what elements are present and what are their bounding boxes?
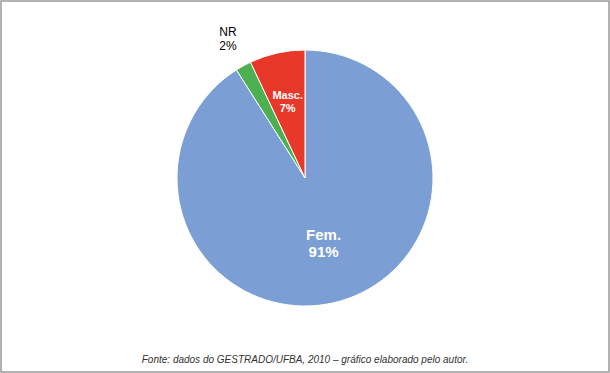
wedge xyxy=(177,50,433,306)
slice-value: 2% xyxy=(219,39,237,53)
slice-value: 7% xyxy=(280,102,296,114)
slice-category: Masc. xyxy=(272,89,303,101)
slice-label: NR2% xyxy=(219,25,237,53)
chart: Fem.91% NR2% Masc.7% Fonte: dados do GESTRA… xyxy=(0,0,610,373)
border xyxy=(1,1,609,372)
footer: Fonte: dados do GESTRADO/UFBA, 2010 – gr… xyxy=(142,354,468,365)
slice-category: Fem. xyxy=(306,226,341,243)
wedges xyxy=(177,50,433,306)
slice-category: NR xyxy=(219,25,237,39)
slice-label: Masc.7% xyxy=(272,89,303,114)
labels: Fem.91% NR2% Masc.7% xyxy=(219,25,341,260)
wedge xyxy=(251,50,305,178)
slice-label: Fem.91% xyxy=(306,226,341,260)
slice-value: 91% xyxy=(309,243,339,260)
